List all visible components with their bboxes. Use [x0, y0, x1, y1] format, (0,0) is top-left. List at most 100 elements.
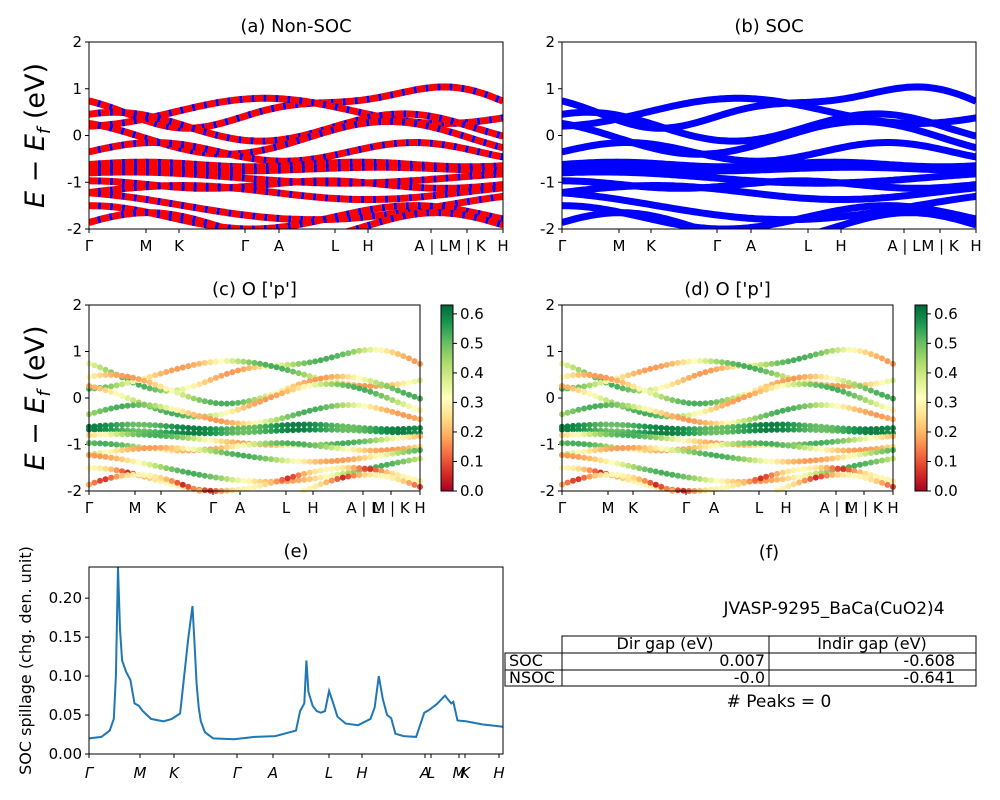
band-point	[570, 364, 576, 371]
table-row-nsoc-dir: -0.0	[734, 668, 765, 687]
band-point	[708, 442, 714, 449]
band-point	[378, 436, 385, 443]
band-point	[240, 442, 247, 449]
band-point	[201, 425, 208, 432]
band-point	[223, 358, 230, 364]
band-point	[372, 390, 379, 397]
band-point	[757, 361, 764, 368]
band-point	[334, 440, 341, 447]
band-point	[240, 452, 247, 459]
band-point	[361, 376, 368, 383]
band-point	[774, 371, 781, 378]
band-point	[361, 465, 368, 472]
band-point	[207, 415, 214, 422]
band-point	[350, 384, 357, 390]
band-point	[152, 432, 159, 439]
band-point	[400, 478, 407, 485]
band-lines	[562, 83, 976, 229]
band-point	[614, 421, 621, 428]
band-point	[586, 427, 593, 434]
band-point	[102, 366, 109, 373]
x-tick-label: H	[356, 764, 367, 782]
band-point	[317, 467, 324, 474]
band-point	[312, 468, 319, 475]
band-point	[581, 422, 588, 429]
band-point	[586, 382, 593, 389]
panel-a: (a) Non-SOC 2 1 0 -1 -2 E − Ef (eV) Γ M K Γ A L H A | …	[20, 16, 509, 255]
band-point	[845, 453, 852, 460]
band-point	[564, 362, 571, 369]
band-point	[796, 422, 803, 429]
band-point	[647, 365, 654, 372]
band-point	[592, 442, 599, 449]
band-point	[575, 476, 582, 483]
band-point	[273, 422, 280, 429]
band-point	[818, 464, 825, 471]
band-point	[614, 377, 621, 384]
band-point	[708, 399, 714, 406]
band-point	[873, 434, 880, 441]
band-point	[625, 444, 632, 451]
band-point	[680, 430, 687, 437]
band-point	[119, 403, 126, 410]
band-point	[696, 400, 703, 407]
band-point	[400, 473, 407, 480]
band-point	[295, 385, 302, 392]
band-point	[389, 435, 396, 442]
band-point	[240, 358, 247, 365]
plot-frame	[561, 41, 977, 230]
band-point	[273, 427, 280, 434]
band-point	[730, 482, 736, 489]
band-point	[619, 379, 626, 386]
band-point	[652, 408, 659, 415]
band-point	[378, 447, 385, 454]
band-point	[163, 476, 170, 483]
band-point	[851, 452, 858, 459]
band-point	[113, 382, 120, 389]
band-point	[879, 429, 885, 436]
band-point	[879, 391, 885, 398]
band-point	[251, 441, 258, 448]
panel-f: (f) JVASP-9295_BaCa(CuO2)4 Dir gap (eV) …	[504, 542, 977, 712]
band-point	[323, 473, 330, 480]
band-point	[113, 427, 120, 434]
band-point	[124, 421, 131, 428]
band-point	[113, 431, 120, 438]
band-point	[636, 385, 643, 392]
band-point	[141, 460, 148, 467]
band-point	[570, 440, 576, 447]
band-point	[685, 437, 692, 444]
band-point	[785, 426, 792, 433]
x-tick-label: K	[156, 499, 167, 517]
band-point	[763, 440, 770, 447]
band-point	[306, 476, 313, 483]
band-point	[586, 455, 593, 462]
band-point	[378, 462, 385, 469]
band-point	[334, 402, 341, 409]
band-point	[724, 420, 731, 427]
band-point	[818, 456, 825, 463]
band-point	[746, 427, 753, 434]
table-header-dir: Dir gap (eV)	[617, 634, 714, 653]
band-point	[411, 393, 418, 400]
band-point	[597, 472, 604, 479]
band-point	[218, 449, 225, 456]
band-point	[108, 474, 115, 481]
band-point	[746, 392, 753, 399]
band-point	[685, 426, 692, 433]
band-point	[102, 440, 109, 447]
band-point	[257, 428, 263, 435]
band-point	[823, 472, 830, 479]
band-point	[724, 400, 731, 407]
band-point	[185, 384, 192, 391]
band-point	[389, 460, 396, 467]
band-point	[812, 457, 819, 464]
band-point	[146, 379, 153, 386]
band-point	[812, 351, 819, 358]
band-point	[845, 428, 852, 435]
band-point	[141, 431, 148, 438]
band-point	[790, 381, 797, 388]
table-row-soc-label: SOC	[509, 651, 543, 670]
band-point	[708, 367, 714, 374]
band-point	[790, 481, 797, 488]
